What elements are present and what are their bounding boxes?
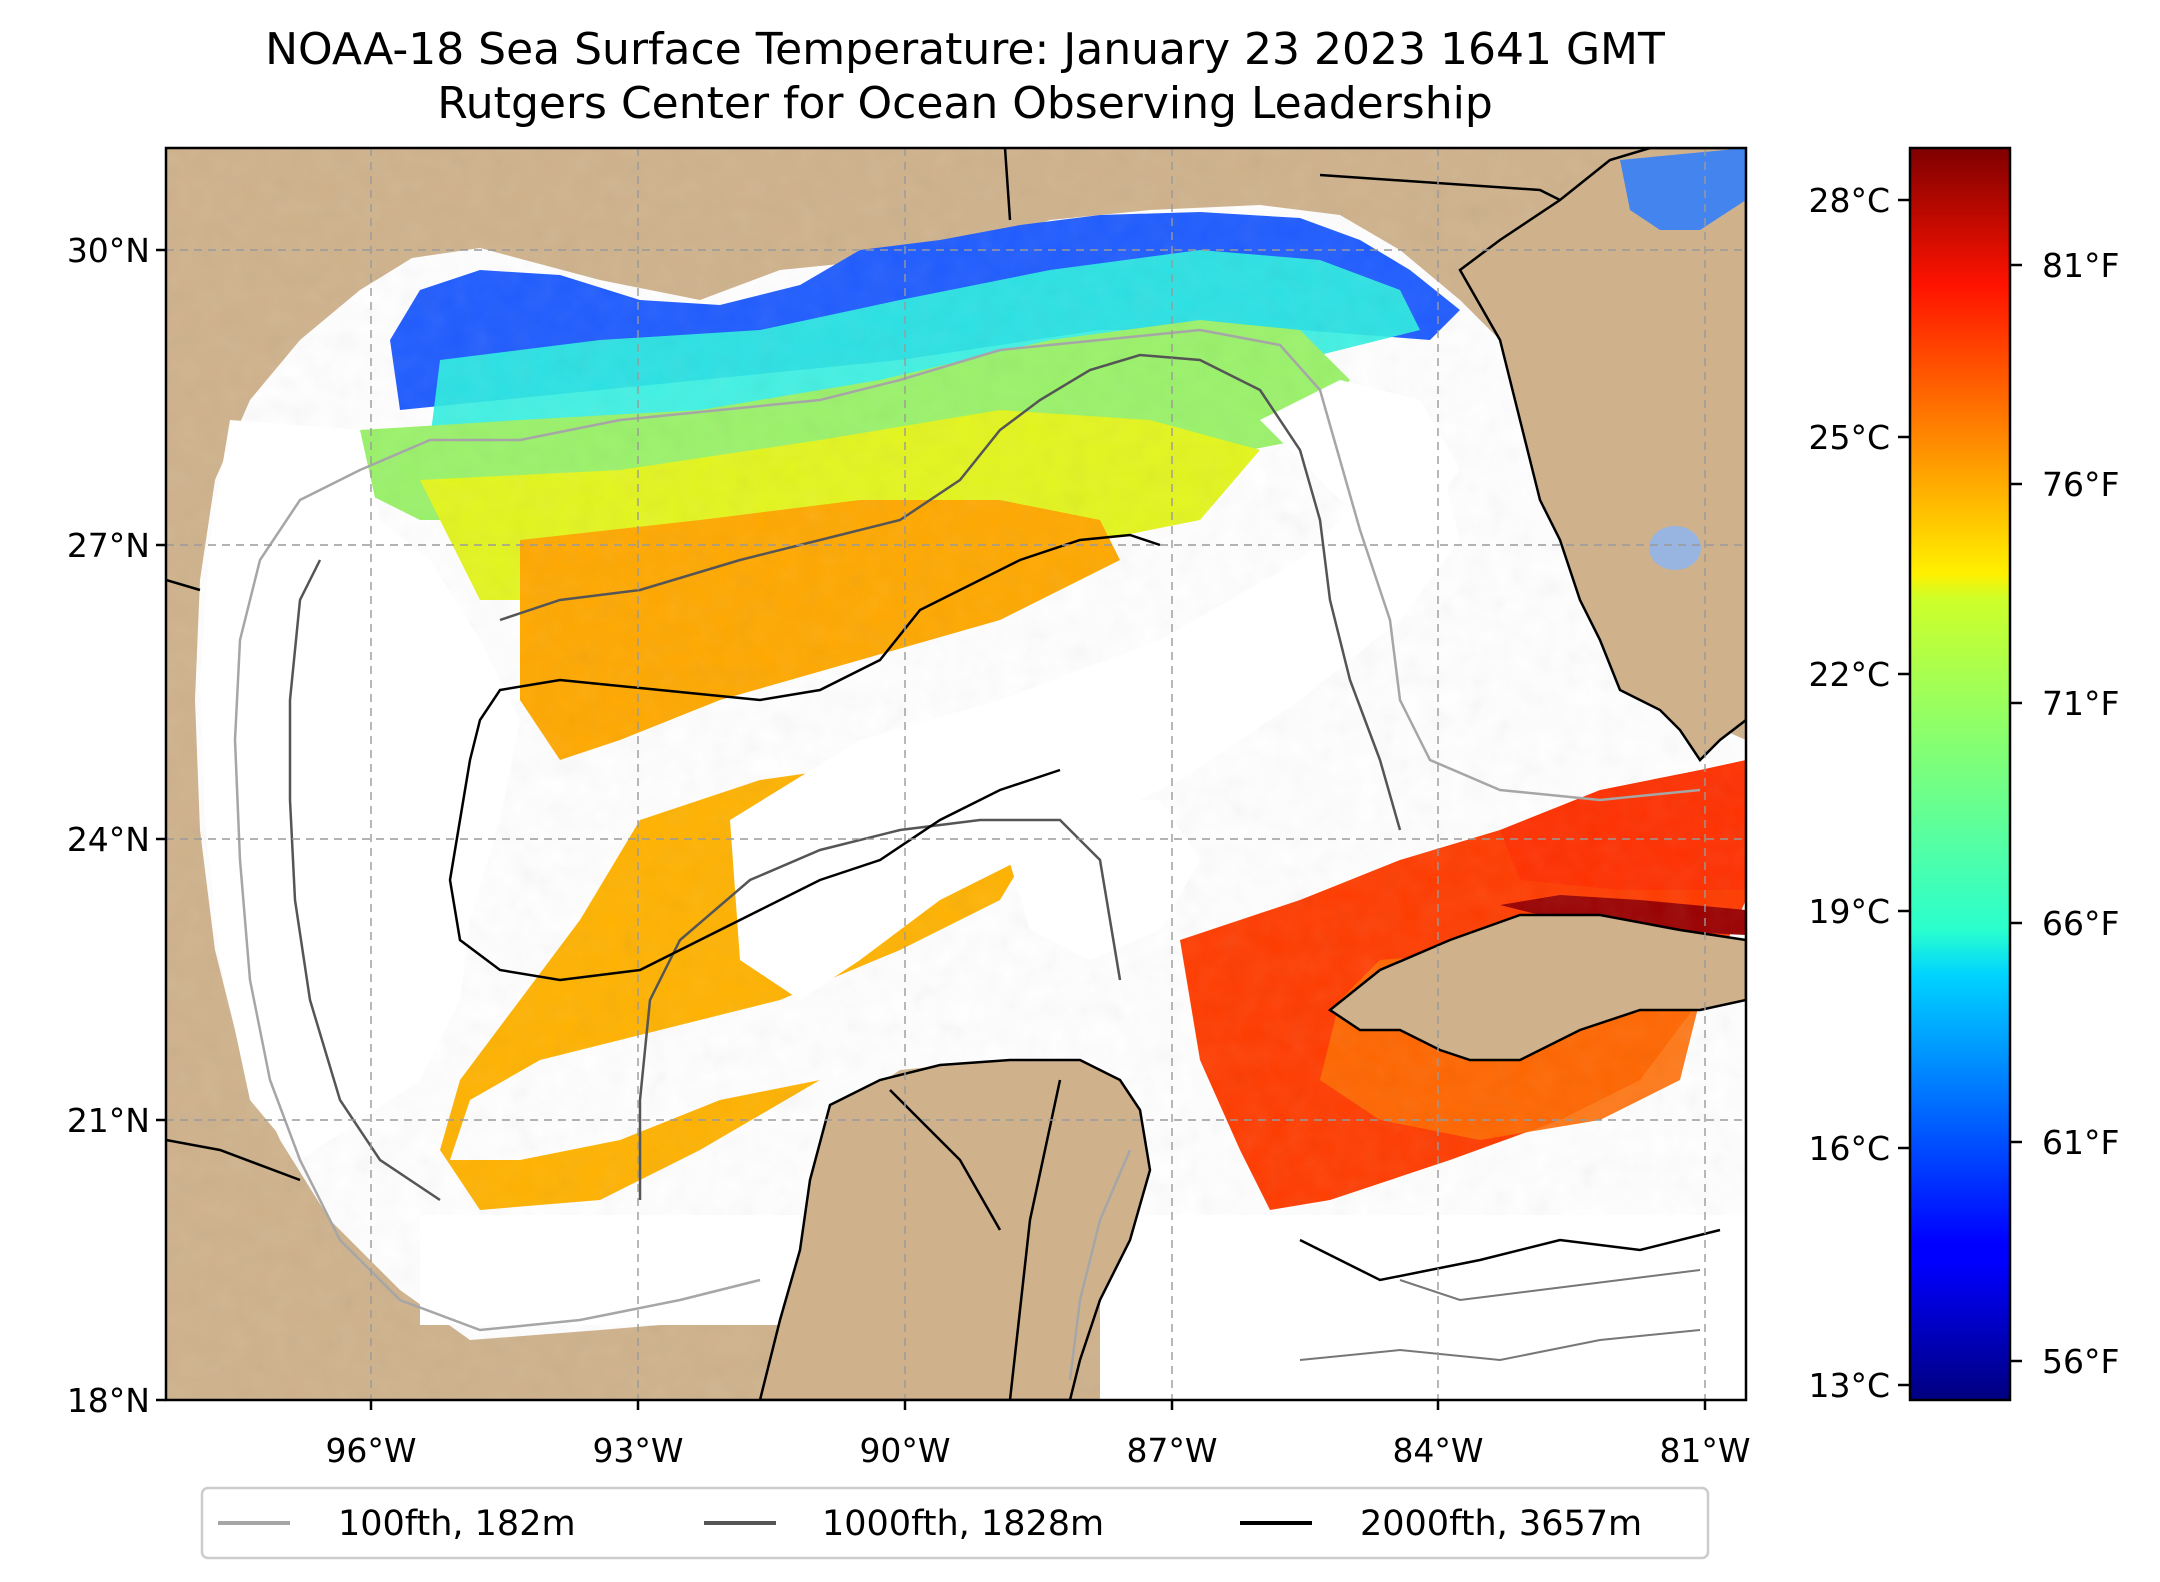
legend-label-100fth: 100fth, 182m — [338, 1504, 576, 1544]
map-title: NOAA-18 Sea Surface Temperature: January… — [265, 24, 1665, 75]
map-subtitle: Rutgers Center for Ocean Observing Leade… — [437, 78, 1493, 129]
fahrenheit-label-61: 61°F — [2042, 1123, 2119, 1162]
borders — [166, 148, 1561, 1400]
legend-box — [200, 1486, 1710, 1560]
celsius-label-22: 22°C — [1808, 655, 1890, 694]
legend-label-1000fth: 1000fth, 1828m — [822, 1504, 1104, 1544]
fahrenheit-ticks — [2010, 263, 2022, 1363]
contour-2000fth — [448, 533, 1721, 1282]
contour-1000fth — [288, 353, 1402, 1202]
yucatan-land — [758, 1058, 1152, 1400]
cloud-patch-east — [1260, 380, 1460, 520]
florida-land — [1458, 148, 1746, 762]
longitude-axis: 96°W 93°W 90°W 87°W 84°W 81°W — [325, 1400, 1751, 1470]
bathymetry-legend: 100fth, 182m 1000fth, 1828m 2000fth, 365… — [200, 1486, 1710, 1560]
cuba-land — [1327, 913, 1746, 1062]
florida-east-sst — [1620, 148, 1746, 230]
lon-label-93w: 93°W — [592, 1431, 683, 1470]
fahrenheit-label-76: 76°F — [2042, 465, 2119, 504]
fahrenheit-label-56: 56°F — [2042, 1342, 2119, 1381]
lat-label-24n: 24°N — [67, 820, 150, 859]
colorbar-gradient — [1908, 146, 2012, 1402]
lon-label-90w: 90°W — [859, 1431, 950, 1470]
sst-map — [166, 148, 1746, 1400]
legend-label-2000fth: 2000fth, 3657m — [1360, 1504, 1642, 1544]
colorbar: 28°C 25°C 22°C 19°C 16°C 13°C 81°F 76°F … — [1808, 146, 2119, 1405]
no-data-south-2 — [1100, 1215, 1746, 1400]
celsius-label-16: 16°C — [1808, 1129, 1890, 1168]
celsius-label-25: 25°C — [1808, 418, 1890, 457]
lon-label-87w: 87°W — [1126, 1431, 1217, 1470]
lake-okeechobee — [1649, 526, 1701, 570]
celsius-label-28: 28°C — [1808, 181, 1890, 220]
no-data-south — [420, 1215, 800, 1325]
lon-label-81w: 81°W — [1659, 1431, 1750, 1470]
celsius-label-13: 13°C — [1808, 1366, 1890, 1405]
cloud-gap-west — [200, 420, 520, 1160]
cloud-patch-mid — [1000, 800, 1200, 960]
cloud-band-central — [730, 460, 1460, 1000]
fahrenheit-label-71: 71°F — [2042, 684, 2119, 723]
map-frame — [164, 146, 1748, 1402]
lat-label-18n: 18°N — [67, 1381, 150, 1420]
lat-label-21n: 21°N — [67, 1101, 150, 1140]
lon-label-84w: 84°W — [1392, 1431, 1483, 1470]
contour-caribbean — [1299, 1269, 1701, 1362]
fahrenheit-label-66: 66°F — [2042, 904, 2119, 943]
lat-label-30n: 30°N — [67, 231, 150, 270]
graticule — [166, 148, 1746, 1400]
lon-label-96w: 96°W — [325, 1431, 416, 1470]
contour-100fth — [233, 328, 1701, 1381]
celsius-label-19: 19°C — [1808, 892, 1890, 931]
fahrenheit-label-81: 81°F — [2042, 246, 2119, 285]
latitude-axis: 30°N 27°N 24°N 21°N 18°N — [67, 231, 166, 1420]
celsius-ticks — [1898, 198, 1910, 1387]
lat-label-27n: 27°N — [67, 526, 150, 565]
